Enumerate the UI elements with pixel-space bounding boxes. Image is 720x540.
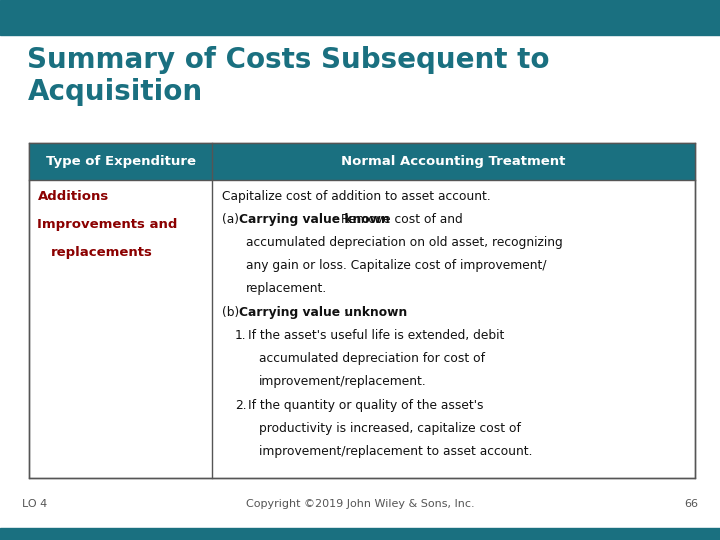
Text: Carrying value unknown: Carrying value unknown	[239, 306, 408, 319]
Bar	[0, 528, 720, 540]
Text: improvement/replacement.: improvement/replacement.	[259, 375, 427, 388]
Text: replacements: replacements	[50, 246, 152, 259]
Text: any gain or loss. Capitalize cost of improvement/: any gain or loss. Capitalize cost of imp…	[246, 259, 546, 272]
Text: If the asset's useful life is extended, debit: If the asset's useful life is extended, …	[248, 329, 504, 342]
Text: productivity is increased, capitalize cost of: productivity is increased, capitalize co…	[259, 422, 521, 435]
Text: : Remove cost of and: : Remove cost of and	[333, 213, 463, 226]
Text: :: :	[343, 306, 348, 319]
Bar	[0, 0, 720, 35]
Text: accumulated depreciation on old asset, recognizing: accumulated depreciation on old asset, r…	[246, 236, 562, 249]
Text: Capitalize cost of addition to asset account.: Capitalize cost of addition to asset acc…	[222, 190, 490, 202]
Text: Carrying value known: Carrying value known	[239, 213, 390, 226]
Text: Additions: Additions	[37, 190, 109, 202]
Text: Normal Accounting Treatment: Normal Accounting Treatment	[341, 155, 566, 168]
Text: improvement/replacement to asset account.: improvement/replacement to asset account…	[259, 445, 533, 458]
Text: Copyright ©2019 John Wiley & Sons, Inc.: Copyright ©2019 John Wiley & Sons, Inc.	[246, 500, 474, 509]
Text: 2.: 2.	[235, 399, 246, 411]
Text: Acquisition: Acquisition	[27, 78, 202, 106]
Bar	[29, 143, 695, 478]
Text: (b): (b)	[222, 306, 243, 319]
Text: 66: 66	[685, 500, 698, 509]
Text: (a): (a)	[222, 213, 243, 226]
Text: 1.: 1.	[235, 329, 246, 342]
Text: replacement.: replacement.	[246, 282, 327, 295]
Text: Summary of Costs Subsequent to: Summary of Costs Subsequent to	[27, 46, 550, 74]
Bar	[29, 143, 695, 180]
Text: accumulated depreciation for cost of: accumulated depreciation for cost of	[259, 352, 485, 365]
Text: Type of Expenditure: Type of Expenditure	[45, 155, 196, 168]
Text: If the quantity or quality of the asset's: If the quantity or quality of the asset'…	[248, 399, 483, 411]
Text: Improvements and: Improvements and	[37, 218, 178, 231]
Text: LO 4: LO 4	[22, 500, 47, 509]
